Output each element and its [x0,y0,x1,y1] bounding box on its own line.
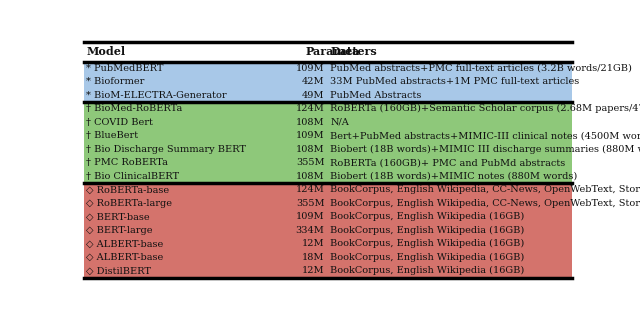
Text: Model: Model [86,46,125,57]
Text: ◇ ALBERT-base: ◇ ALBERT-base [86,253,164,262]
Text: ◇ BERT-large: ◇ BERT-large [86,226,153,235]
Text: 355M: 355M [296,158,324,167]
Text: 108M: 108M [296,172,324,181]
Text: 334M: 334M [296,226,324,235]
Text: ◇ DistilBERT: ◇ DistilBERT [86,266,152,275]
Text: 12M: 12M [302,266,324,275]
Text: ◇ RoBERTa-base: ◇ RoBERTa-base [86,185,170,194]
Text: † PMC RoBERTa: † PMC RoBERTa [86,158,168,167]
Text: 124M: 124M [296,104,324,113]
Text: ◇ ALBERT-base: ◇ ALBERT-base [86,239,164,248]
Text: ◇ BERT-base: ◇ BERT-base [86,212,150,221]
Text: 108M: 108M [296,118,324,127]
Text: 108M: 108M [296,145,324,154]
Text: 109M: 109M [296,212,324,221]
Bar [84,183,572,277]
Text: BookCorpus, English Wikipedia (16GB): BookCorpus, English Wikipedia (16GB) [330,226,525,235]
Text: RoBERTa (160GB)+Semantic Scholar corpus (2.68M papers/47GB): RoBERTa (160GB)+Semantic Scholar corpus … [330,104,640,113]
Text: † BioMed-RoBERTa: † BioMed-RoBERTa [86,104,182,113]
Bar [84,102,572,183]
Text: PubMed abstracts+PMC full-text articles (3.2B words/21GB): PubMed abstracts+PMC full-text articles … [330,64,632,73]
Text: BookCorpus, English Wikipedia (16GB): BookCorpus, English Wikipedia (16GB) [330,253,525,262]
Text: Bert+PubMed abstracts+MIMIC-III clinical notes (4500M words/27GB): Bert+PubMed abstracts+MIMIC-III clinical… [330,131,640,140]
Text: Biobert (18B words)+MIMIC III discharge summaries (880M words): Biobert (18B words)+MIMIC III discharge … [330,145,640,154]
Text: BookCorpus, English Wikipedia (16GB): BookCorpus, English Wikipedia (16GB) [330,239,525,248]
Bar [84,62,572,102]
Text: 12M: 12M [302,239,324,248]
Text: † Bio Discharge Summary BERT: † Bio Discharge Summary BERT [86,145,246,154]
Text: ◇ RoBERTa-large: ◇ RoBERTa-large [86,199,172,208]
Text: BookCorpus, English Wikipedia (16GB): BookCorpus, English Wikipedia (16GB) [330,266,525,276]
Text: BookCorpus, English Wikipedia (16GB): BookCorpus, English Wikipedia (16GB) [330,212,525,222]
Text: 124M: 124M [296,185,324,194]
Text: 109M: 109M [296,131,324,140]
Text: * PubMedBERT: * PubMedBERT [86,64,164,73]
Text: Data: Data [330,46,360,57]
Text: RoBERTa (160GB)+ PMC and PubMd abstracts: RoBERTa (160GB)+ PMC and PubMd abstracts [330,158,566,167]
Text: BookCorpus, English Wikipedia, CC-News, OpenWebText, Stories (160GB): BookCorpus, English Wikipedia, CC-News, … [330,199,640,208]
Text: 42M: 42M [302,77,324,86]
Text: Biobert (18B words)+MIMIC notes (880M words): Biobert (18B words)+MIMIC notes (880M wo… [330,172,578,181]
Bar [84,42,572,62]
Text: † COVID Bert: † COVID Bert [86,118,154,127]
Text: * Bioformer: * Bioformer [86,77,145,86]
Text: PubMed Abstracts: PubMed Abstracts [330,91,422,100]
Text: * BioM-ELECTRA-Generator: * BioM-ELECTRA-Generator [86,91,227,100]
Text: 109M: 109M [296,64,324,73]
Text: 355M: 355M [296,199,324,208]
Text: 49M: 49M [302,91,324,100]
Text: † Bio ClinicalBERT: † Bio ClinicalBERT [86,172,180,181]
Text: BookCorpus, English Wikipedia, CC-News, OpenWebText, Stories (160GB): BookCorpus, English Wikipedia, CC-News, … [330,185,640,194]
Text: 33M PubMed abstracts+1M PMC full-text articles: 33M PubMed abstracts+1M PMC full-text ar… [330,77,580,86]
Text: N/A: N/A [330,118,349,127]
Text: † BlueBert: † BlueBert [86,131,139,140]
Text: 18M: 18M [302,253,324,262]
Text: Parameters: Parameters [306,46,378,57]
